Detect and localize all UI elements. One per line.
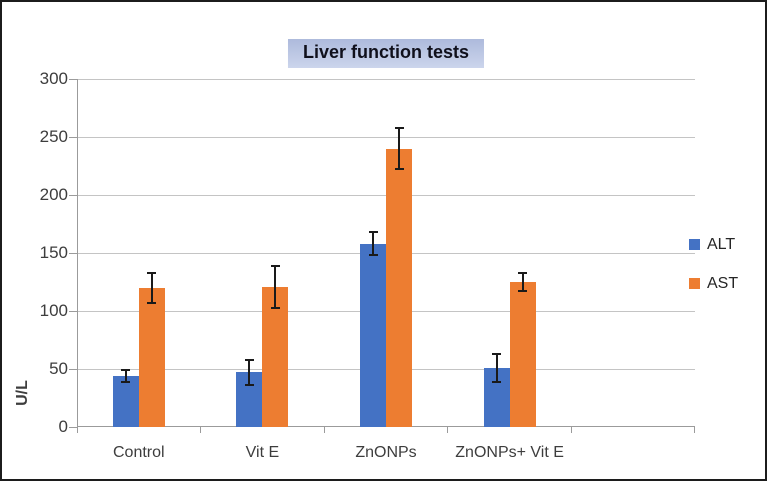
- error-bar-alt-2: [372, 232, 374, 256]
- error-bar-cap-top: [394, 126, 404, 129]
- gridline-250: [77, 136, 695, 138]
- y-tick-label-200: 200: [39, 185, 68, 204]
- y-axis-tick-300: [69, 78, 77, 80]
- error-bar-alt-1: [248, 359, 251, 386]
- legend-item-ast: AST: [689, 275, 738, 292]
- y-axis-title: U/L: [14, 380, 31, 406]
- y-axis-tick-250: [69, 136, 77, 138]
- y-axis-tick-150: [69, 252, 77, 254]
- x-category-label-1: Vit E: [245, 444, 280, 461]
- y-tick-label-50: 50: [49, 359, 68, 378]
- bar-ast-0: [138, 287, 165, 427]
- y-axis-tick-200: [69, 194, 77, 196]
- error-bar-cap-bottom: [394, 168, 404, 171]
- y-tick-label-300: 300: [39, 69, 68, 88]
- x-axis-tick-1: [200, 427, 202, 433]
- x-axis-tick-4: [570, 427, 572, 433]
- y-tick-label-250: 250: [39, 127, 68, 146]
- error-bar-cap-bottom: [368, 254, 378, 257]
- error-bar-cap-bottom: [518, 290, 528, 293]
- y-axis-tick-0: [69, 426, 77, 428]
- y-axis-tick-100: [69, 310, 77, 312]
- error-bar-ast-0: [150, 272, 153, 303]
- error-bar-cap-top: [368, 231, 378, 234]
- legend-item-alt: ALT: [689, 236, 738, 253]
- error-bar-cap-bottom: [270, 306, 280, 309]
- plot-area: [69, 78, 695, 433]
- error-bar-cap-top: [518, 271, 528, 274]
- y-axis-line: [77, 79, 78, 427]
- gridline-300: [77, 78, 695, 80]
- error-bar-cap-top: [147, 271, 157, 274]
- bar-ast-1: [262, 286, 289, 427]
- error-bar-cap-top: [492, 352, 502, 355]
- x-axis-tick-5: [694, 427, 695, 433]
- error-bar-ast-3: [521, 272, 524, 292]
- error-bar-cap-top: [244, 358, 254, 361]
- legend-label-ast: AST: [707, 275, 739, 292]
- error-bar-alt-3: [495, 353, 498, 382]
- bar-alt-2: [360, 243, 386, 427]
- chart-title: Liver function tests: [287, 39, 485, 68]
- error-bar-cap-top: [121, 369, 131, 372]
- y-tick-label-100: 100: [39, 301, 68, 320]
- error-bar-cap-bottom: [244, 384, 254, 387]
- bar-ast-2: [386, 148, 412, 427]
- error-bar-ast-1: [274, 265, 277, 308]
- x-category-label-0: Control: [113, 444, 165, 461]
- error-bar-alt-0: [124, 370, 127, 382]
- x-axis-tick-2: [323, 427, 325, 433]
- ast-series-color-swatch: [689, 278, 700, 289]
- bar-alt-0: [112, 375, 139, 427]
- error-bar-cap-bottom: [121, 380, 131, 383]
- legend-label-alt: ALT: [707, 236, 736, 253]
- y-axis-tick-50: [69, 368, 77, 370]
- x-category-label-3: ZnONPs+ Vit E: [455, 444, 564, 461]
- y-tick-label-0: 0: [58, 417, 68, 436]
- x-category-label-2: ZnONPs: [355, 444, 417, 461]
- error-bar-ast-2: [398, 127, 400, 170]
- bar-ast-3: [509, 282, 536, 427]
- x-axis-tick-0: [76, 427, 78, 433]
- error-bar-cap-top: [270, 264, 280, 267]
- y-tick-label-150: 150: [39, 243, 68, 262]
- x-axis-tick-3: [447, 427, 449, 433]
- error-bar-cap-bottom: [492, 380, 502, 383]
- error-bar-cap-bottom: [147, 301, 157, 304]
- chart-legend: ALT AST: [689, 236, 738, 314]
- alt-series-color-swatch: [689, 239, 700, 250]
